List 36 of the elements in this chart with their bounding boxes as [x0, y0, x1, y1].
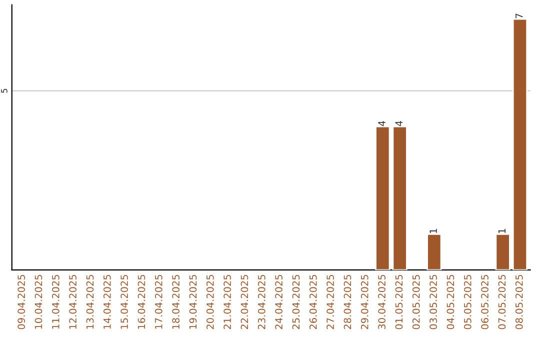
- x-tick-label: 20.04.2025: [206, 274, 214, 330]
- x-tick-label: 28.04.2025: [344, 274, 352, 330]
- data-label: 4: [395, 120, 403, 126]
- x-tick-label: 15.04.2025: [120, 274, 128, 329]
- x-tick-label: 09.04.2025: [18, 274, 25, 330]
- x-tick-label: 04.05.2025: [446, 274, 454, 330]
- x-tick-label: 06.05.2025: [481, 274, 488, 330]
- ref-line-label: 5: [1, 88, 8, 93]
- x-tick-label: 08.05.2025: [515, 274, 523, 330]
- data-label: 1: [498, 228, 506, 234]
- x-tick-label: 02.05.2025: [412, 274, 420, 330]
- x-tick-label: 17.04.2025: [154, 274, 162, 329]
- x-tick-label: 07.05.2025: [498, 274, 506, 330]
- x-tick-label: 23.04.2025: [258, 274, 266, 330]
- x-tick-label: 01.05.2025: [395, 274, 403, 330]
- x-tick-label: 21.04.2025: [224, 274, 231, 330]
- x-tick-label: 27.04.2025: [326, 274, 334, 330]
- data-label: 4: [378, 120, 386, 126]
- x-tick-label: 18.04.2025: [172, 274, 180, 329]
- x-tick-label: 11.04.2025: [52, 274, 60, 329]
- x-tick-label: 03.05.2025: [430, 274, 437, 330]
- x-tick-label: 30.04.2025: [378, 274, 386, 330]
- x-tick-label: 25.04.2025: [292, 274, 300, 330]
- x-tick-label: 22.04.2025: [240, 274, 248, 330]
- x-tick-label: 24.04.2025: [275, 274, 282, 330]
- x-tick-label: 29.04.2025: [360, 274, 368, 330]
- x-tick-label: 26.04.2025: [309, 274, 317, 330]
- x-tick-label: 10.04.2025: [34, 274, 42, 329]
- x-tick-label: 14.04.2025: [103, 274, 111, 329]
- x-tick-label: 19.04.2025: [189, 274, 197, 329]
- x-tick-label: 13.04.2025: [86, 274, 94, 329]
- data-label: 7: [516, 14, 523, 18]
- x-tick-label: 16.04.2025: [138, 274, 146, 329]
- data-label: 1: [430, 228, 437, 234]
- x-tick-label: 12.04.2025: [69, 274, 76, 329]
- x-tick-label: 05.05.2025: [464, 274, 472, 330]
